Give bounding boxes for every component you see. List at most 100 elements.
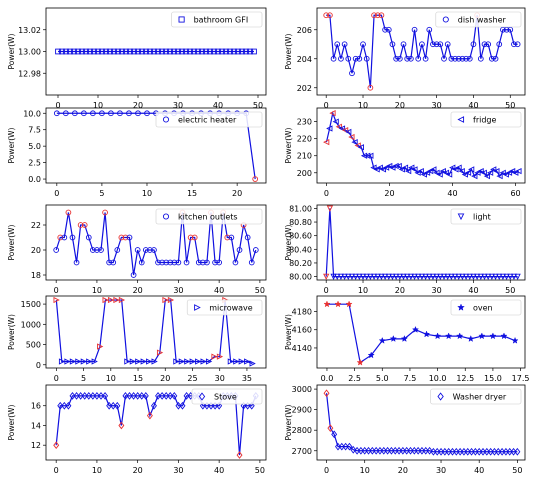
y-tick-label: 206 (297, 26, 312, 35)
axes-frame (316, 107, 526, 184)
data-point (175, 401, 182, 410)
x-tick-label: 20 (232, 189, 242, 198)
data-point (345, 55, 352, 62)
y-tick-label: 13.00 (18, 48, 41, 57)
x-tick-label: 30 (173, 101, 183, 110)
data-point (474, 273, 481, 280)
data-point (381, 273, 389, 280)
data-point (334, 300, 342, 308)
data-point (496, 273, 503, 280)
data-point (139, 48, 145, 55)
data-point (208, 401, 214, 410)
data-point (156, 349, 164, 356)
data-point (437, 273, 444, 280)
data-point (93, 391, 100, 400)
data-point (326, 205, 334, 212)
x-tick-label: 40 (214, 286, 224, 295)
x-tick-label: 10 (106, 374, 116, 383)
data-point (98, 247, 104, 253)
legend-marker (437, 392, 444, 401)
data-point (138, 259, 145, 266)
data-point (377, 446, 383, 455)
data-point (65, 209, 72, 216)
data-point (159, 259, 165, 266)
data-point (195, 48, 201, 55)
data-point (151, 48, 157, 55)
data-point (483, 173, 491, 180)
data-point (155, 259, 161, 266)
data-point (323, 273, 330, 280)
data-point (398, 166, 405, 173)
data-point (167, 296, 175, 304)
data-point (481, 41, 488, 48)
y-tick-label: 22 (31, 221, 41, 230)
data-point (91, 48, 97, 55)
data-point (239, 48, 245, 55)
data-point (459, 55, 466, 62)
y-tick-label: 230 (297, 118, 312, 127)
data-point (480, 169, 487, 176)
data-point (236, 247, 243, 253)
x-tick-label: 30 (173, 466, 183, 475)
data-point (485, 41, 492, 48)
data-point (323, 138, 330, 146)
data-point (407, 273, 415, 280)
x-tick-label: 25 (187, 374, 197, 383)
legend: bathroom GFI (171, 11, 263, 28)
data-point (107, 48, 113, 55)
data-point (389, 164, 396, 171)
data-point (349, 70, 355, 77)
data-point (511, 41, 517, 48)
data-point (477, 273, 484, 280)
data-point (411, 446, 418, 455)
data-point (396, 55, 403, 62)
data-point (248, 259, 255, 266)
data-point (492, 273, 499, 280)
data-point (227, 48, 233, 55)
data-point (389, 335, 397, 342)
x-tick-label: 30 (432, 101, 442, 110)
legend-label: light (473, 213, 491, 222)
data-point (418, 446, 425, 455)
y-axis-label: Power(W) (284, 404, 293, 440)
data-point (491, 447, 498, 456)
data-point (433, 332, 442, 340)
data-point (502, 447, 509, 456)
data-point (418, 273, 426, 280)
x-tick-label: 35 (242, 374, 252, 383)
data-point (503, 26, 510, 33)
y-tick-label: 81.00 (289, 204, 312, 213)
x-tick-label: 30 (436, 466, 446, 475)
data-point (173, 358, 180, 365)
data-point (514, 41, 521, 48)
data-point (204, 259, 210, 266)
x-tick-label: 10 (93, 101, 103, 110)
data-point (346, 442, 353, 451)
data-point (499, 447, 506, 456)
data-point (187, 48, 193, 55)
data-point (341, 127, 349, 134)
y-tick-label: 500 (26, 341, 41, 350)
y-tick-label: 202 (297, 84, 312, 93)
data-point (436, 171, 443, 178)
data-point (53, 296, 60, 304)
data-point (510, 273, 518, 280)
data-point (468, 166, 475, 173)
data-point (500, 332, 508, 340)
data-point (199, 401, 206, 410)
data-point (493, 167, 500, 175)
data-point (477, 55, 484, 62)
data-point (129, 358, 136, 365)
data-point (244, 358, 251, 365)
data-point (327, 12, 333, 19)
data-point (167, 391, 174, 400)
data-point (396, 446, 403, 455)
data-point (338, 125, 346, 132)
data-point (389, 41, 396, 48)
data-point (499, 169, 506, 176)
data-point (352, 273, 359, 280)
x-tick-label: 20 (395, 286, 405, 295)
data-point (455, 164, 462, 171)
data-point (430, 41, 436, 48)
data-point (430, 447, 437, 456)
